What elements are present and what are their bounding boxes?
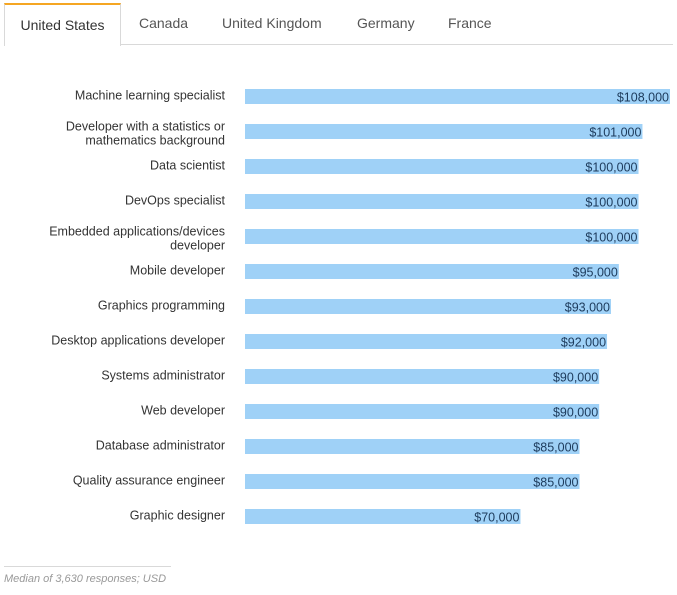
- value-label-11: $85,000: [533, 476, 578, 490]
- bar-8: [245, 369, 600, 384]
- category-label-5: Mobile developer: [130, 264, 225, 278]
- value-label-12: $70,000: [474, 511, 519, 525]
- footnote: Median of 3,630 responses; USD: [4, 573, 167, 585]
- category-label-8: Systems administrator: [101, 369, 225, 383]
- salary-bar-chart: $108,000 Machine learning specialist $101,…: [49, 89, 670, 525]
- value-label-5: $95,000: [573, 266, 618, 280]
- value-label-1: $101,000: [589, 126, 641, 140]
- category-label-1: Developer with a statistics or mathematic…: [66, 120, 225, 148]
- bar-12: [245, 509, 521, 524]
- bar-4: [245, 229, 639, 244]
- bar-6: [245, 299, 611, 314]
- category-label-4: Embedded applications/devices developer: [49, 225, 225, 253]
- category-label-2: Data scientist: [150, 159, 226, 173]
- bar-5: [245, 264, 619, 279]
- value-label-10: $85,000: [533, 441, 578, 455]
- value-label-6: $93,000: [565, 301, 610, 315]
- category-label-7: Desktop applications developer: [51, 334, 225, 348]
- value-label-9: $90,000: [553, 406, 598, 420]
- country-tab-bar: United States Canada United Kingdom Germ…: [4, 3, 673, 46]
- category-label-0: Machine learning specialist: [75, 89, 226, 103]
- bar-11: [245, 474, 580, 489]
- value-label-3: $100,000: [585, 196, 637, 210]
- footnote-divider: [4, 566, 171, 567]
- value-label-0: $108,000: [617, 91, 669, 105]
- category-label-10: Database administrator: [96, 439, 225, 453]
- tab-france[interactable]: France: [448, 15, 492, 31]
- bar-9: [245, 404, 600, 419]
- tab-canada[interactable]: Canada: [139, 15, 189, 31]
- category-label-12: Graphic designer: [130, 509, 225, 523]
- category-label-9: Web developer: [141, 404, 225, 418]
- category-label-3: DevOps specialist: [125, 194, 226, 208]
- value-label-2: $100,000: [585, 161, 637, 175]
- tab-united-states[interactable]: United States: [4, 3, 121, 46]
- tab-germany[interactable]: Germany: [357, 15, 415, 31]
- category-label-11: Quality assurance engineer: [73, 474, 225, 488]
- value-label-7: $92,000: [561, 336, 606, 350]
- bar-7: [245, 334, 608, 349]
- value-label-8: $90,000: [553, 371, 598, 385]
- bar-0: [245, 89, 670, 104]
- bar-2: [245, 159, 639, 174]
- category-label-6: Graphics programming: [98, 299, 225, 313]
- tab-united-kingdom[interactable]: United Kingdom: [222, 15, 322, 31]
- bar-1: [245, 124, 643, 139]
- value-label-4: $100,000: [585, 231, 637, 245]
- bar-10: [245, 439, 580, 454]
- bar-3: [245, 194, 639, 209]
